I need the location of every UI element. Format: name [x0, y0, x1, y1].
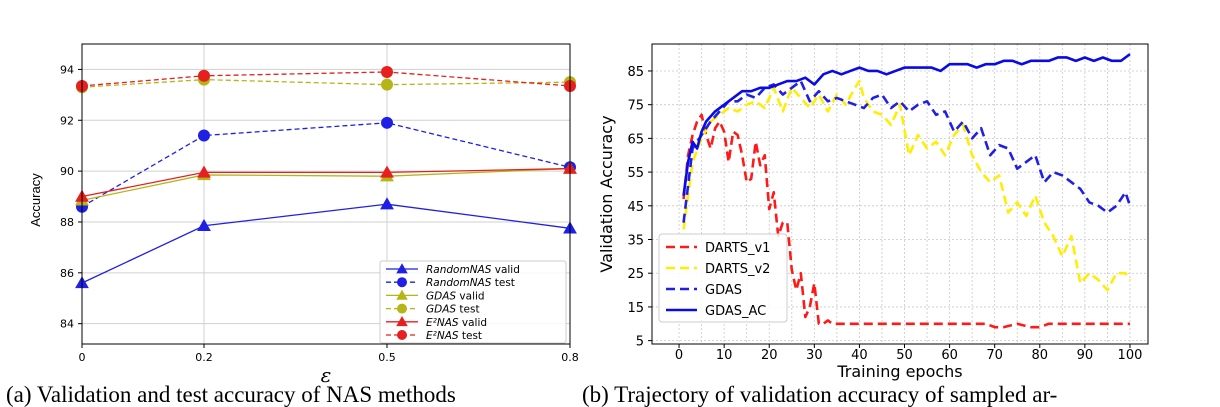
right-series-line	[682, 79, 1132, 223]
left-data-point	[197, 165, 211, 178]
left-data-point	[197, 218, 211, 231]
left-series-line	[81, 167, 571, 198]
left-series-line	[81, 78, 571, 88]
left-legend-marker	[396, 289, 408, 300]
left-data-point	[381, 78, 393, 91]
left-data-point	[381, 65, 393, 78]
right-x-tick-label: 80	[1032, 348, 1049, 363]
left-series-line	[81, 203, 571, 284]
left-caption: (a) Validation and test accuracy of NAS …	[6, 382, 456, 407]
right-y-tick-label: 55	[627, 166, 644, 181]
left-data-point	[198, 129, 210, 142]
left-y-tick-label: 88	[60, 216, 74, 229]
right-x-axis-label: Training epochs	[836, 362, 962, 381]
left-legend-label: RandomNAS test	[426, 277, 515, 289]
right-series-line	[682, 53, 1131, 196]
right-legend: DARTS_v1 DARTS_v2 GDAS GDAS_AC	[658, 233, 788, 323]
right-x-tick-label: 90	[1077, 348, 1094, 363]
right-y-tick-label: 35	[627, 234, 644, 249]
figure-canvas: 0 0.2 0.5 0.8 84 86 88 90 92 94 Accuracy ε Random…	[28, 43, 1149, 383]
right-legend-label: GDAS	[705, 283, 742, 298]
right-y-tick-label: 45	[627, 200, 644, 215]
left-legend-marker	[397, 330, 407, 340]
left-y-tick-label: 84	[60, 318, 74, 331]
right-x-tick-label: 40	[851, 348, 868, 363]
left-legend-marker	[396, 263, 408, 274]
right-legend-label: DARTS_v2	[705, 262, 770, 277]
left-legend-label: GDAS test	[426, 304, 480, 316]
left-legend-box	[379, 260, 567, 344]
left-data-point	[380, 197, 394, 210]
left-y-tick-label: 90	[60, 165, 74, 178]
right-x-tick-label: 60	[941, 348, 958, 363]
left-y-tick-label: 86	[60, 267, 74, 280]
left-data-point	[198, 69, 210, 82]
right-legend-label: DARTS_v1	[705, 241, 770, 256]
left-x-axis-label: ε	[321, 363, 332, 383]
right-y-tick-label: 15	[627, 301, 644, 316]
left-legend-marker	[397, 303, 407, 314]
right-series-line	[682, 113, 1130, 329]
accuracy-vs-epsilon-chart: 0 0.2 0.5 0.8 84 86 88 90 92 94 Accuracy ε Random…	[28, 43, 579, 383]
left-x-tick-label: 0	[79, 351, 86, 364]
right-series-line	[682, 79, 1132, 292]
left-x-tick-label: 0.2	[195, 351, 213, 364]
left-data-point	[381, 116, 393, 129]
left-legend-marker	[396, 316, 408, 327]
validation-trajectory-chart: 0 10 20 30 40 50 60 70 80 90 10051525354555657585 …	[597, 43, 1149, 381]
left-series-line	[81, 122, 571, 208]
right-y-tick-label: 25	[627, 267, 644, 282]
right-caption: (b) Trajectory of validation accuracy of…	[582, 382, 1058, 407]
left-legend-label: E²NAS test	[426, 330, 482, 342]
left-series-line	[81, 167, 571, 201]
left-legend-label: E²NAS valid	[426, 317, 487, 329]
right-x-tick-label: 50	[896, 348, 913, 363]
left-plot-frame	[81, 43, 571, 345]
right-plot-frame	[651, 43, 1149, 345]
right-x-tick-label: 100	[1118, 348, 1143, 363]
right-x-tick-label: 0	[675, 348, 683, 363]
right-y-axis-label: Validation Accuracy	[597, 115, 616, 272]
right-y-tick-label: 85	[627, 65, 644, 80]
left-legend-marker	[397, 277, 407, 288]
right-x-tick-label: 70	[986, 348, 1003, 363]
right-y-tick-label: 5	[636, 335, 644, 350]
right-y-tick-label: 65	[627, 132, 644, 147]
left-y-tick-label: 92	[60, 114, 74, 127]
left-series-line	[81, 71, 571, 87]
left-y-tick-label: 94	[60, 63, 74, 76]
right-legend-box	[658, 233, 788, 323]
right-x-tick-label: 10	[716, 348, 733, 363]
left-legend-label: GDAS valid	[426, 290, 485, 302]
left-x-tick-label: 0.8	[561, 351, 579, 364]
left-legend-label: RandomNAS valid	[426, 264, 520, 276]
left-x-tick-label: 0.5	[378, 351, 396, 364]
right-x-tick-label: 20	[761, 348, 778, 363]
right-x-tick-label: 30	[806, 348, 823, 363]
left-data-point	[380, 165, 394, 178]
right-y-tick-label: 75	[627, 99, 644, 114]
right-legend-label: GDAS_AC	[705, 304, 766, 319]
left-y-axis-label: Accuracy	[28, 173, 43, 227]
